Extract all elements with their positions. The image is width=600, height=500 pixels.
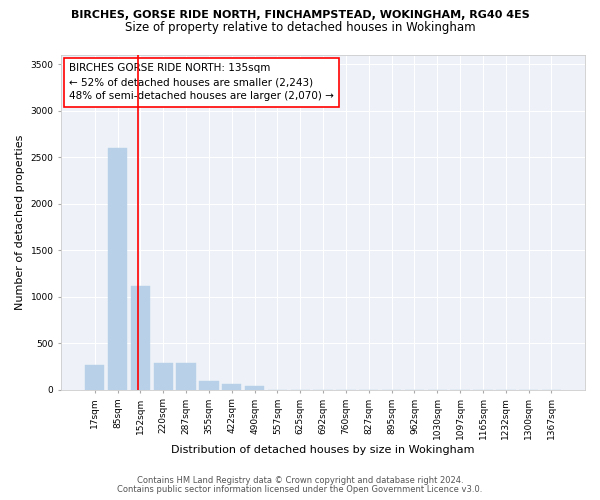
Text: Size of property relative to detached houses in Wokingham: Size of property relative to detached ho…	[125, 21, 475, 34]
Text: Contains public sector information licensed under the Open Government Licence v3: Contains public sector information licen…	[118, 485, 482, 494]
Text: BIRCHES GORSE RIDE NORTH: 135sqm
← 52% of detached houses are smaller (2,243)
48: BIRCHES GORSE RIDE NORTH: 135sqm ← 52% o…	[69, 64, 334, 102]
Bar	[85, 364, 104, 390]
Bar	[176, 363, 196, 390]
Y-axis label: Number of detached properties: Number of detached properties	[15, 134, 25, 310]
Bar	[131, 286, 150, 390]
Bar	[222, 384, 241, 390]
Text: Contains HM Land Registry data © Crown copyright and database right 2024.: Contains HM Land Registry data © Crown c…	[137, 476, 463, 485]
X-axis label: Distribution of detached houses by size in Wokingham: Distribution of detached houses by size …	[172, 445, 475, 455]
Bar	[245, 386, 264, 390]
Bar	[154, 363, 173, 390]
Bar	[108, 148, 127, 390]
Bar	[199, 381, 218, 390]
Text: BIRCHES, GORSE RIDE NORTH, FINCHAMPSTEAD, WOKINGHAM, RG40 4ES: BIRCHES, GORSE RIDE NORTH, FINCHAMPSTEAD…	[71, 10, 529, 20]
